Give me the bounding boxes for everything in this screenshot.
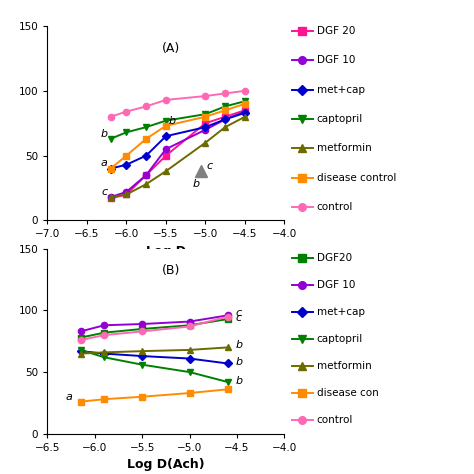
Text: a: a	[66, 392, 73, 402]
Text: DGF 10: DGF 10	[317, 55, 355, 65]
Text: metformin: metformin	[317, 361, 372, 372]
X-axis label: Log D(Ach): Log D(Ach)	[127, 458, 205, 471]
Text: captopril: captopril	[317, 114, 363, 124]
Text: control: control	[317, 202, 353, 212]
Text: met+cap: met+cap	[317, 307, 365, 318]
Text: (A): (A)	[162, 42, 180, 55]
Text: b: b	[235, 340, 243, 350]
Text: DGF20: DGF20	[317, 253, 352, 264]
Text: c: c	[236, 313, 242, 323]
X-axis label: Log D: Log D	[146, 245, 186, 258]
Text: captopril: captopril	[317, 334, 363, 345]
Text: b: b	[235, 376, 243, 386]
Text: a: a	[101, 158, 108, 168]
Text: (B): (B)	[162, 264, 180, 277]
Text: b: b	[169, 116, 176, 126]
Text: b: b	[235, 357, 243, 367]
Text: DGF 20: DGF 20	[317, 26, 355, 36]
Text: c: c	[206, 161, 212, 171]
Text: met+cap: met+cap	[317, 84, 365, 95]
Text: metformin: metformin	[317, 143, 372, 154]
Text: c: c	[236, 308, 242, 318]
Text: disease control: disease control	[317, 173, 396, 183]
Text: control: control	[317, 415, 353, 426]
Text: disease con: disease con	[317, 388, 378, 399]
Text: b: b	[100, 128, 108, 138]
Text: DGF 10: DGF 10	[317, 280, 355, 291]
Text: b: b	[192, 179, 200, 189]
Text: c: c	[101, 187, 107, 197]
